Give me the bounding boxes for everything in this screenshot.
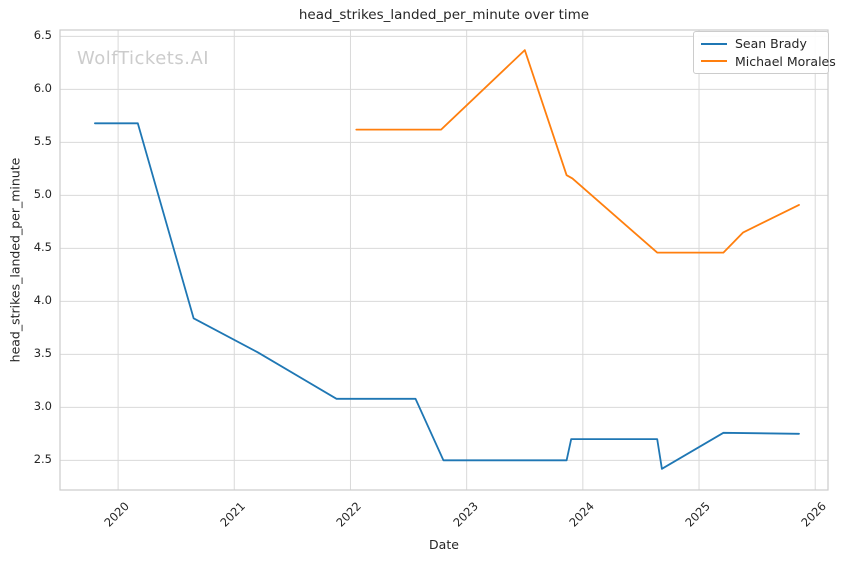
legend: Sean Brady Michael Morales — [693, 31, 836, 74]
legend-item-michael-morales: Michael Morales — [701, 54, 836, 69]
legend-line-swatch — [701, 42, 727, 45]
series-line-sean-brady — [94, 122, 800, 470]
y-tick-label: 3.5 — [33, 346, 52, 361]
y-tick-label: 3.0 — [33, 399, 52, 414]
legend-item-sean-brady: Sean Brady — [701, 36, 821, 51]
y-tick-label: 4.0 — [33, 293, 52, 308]
y-tick-label: 5.0 — [33, 187, 52, 202]
y-tick-label: 4.5 — [33, 240, 52, 255]
y-tick-label: 6.0 — [33, 81, 52, 96]
legend-label: Michael Morales — [735, 53, 836, 69]
plot-border — [59, 29, 829, 491]
y-tick-label: 5.5 — [33, 134, 52, 149]
y-tick-label: 6.5 — [33, 28, 52, 43]
series-line-michael-morales — [355, 49, 800, 254]
watermark: WolfTickets.AI — [77, 48, 210, 69]
x-axis-label: Date — [429, 537, 459, 552]
y-tick-label: 2.5 — [33, 452, 52, 467]
legend-line-swatch — [701, 60, 727, 63]
chart-title: head_strikes_landed_per_minute over time — [298, 7, 590, 23]
legend-label: Sean Brady — [735, 36, 807, 52]
